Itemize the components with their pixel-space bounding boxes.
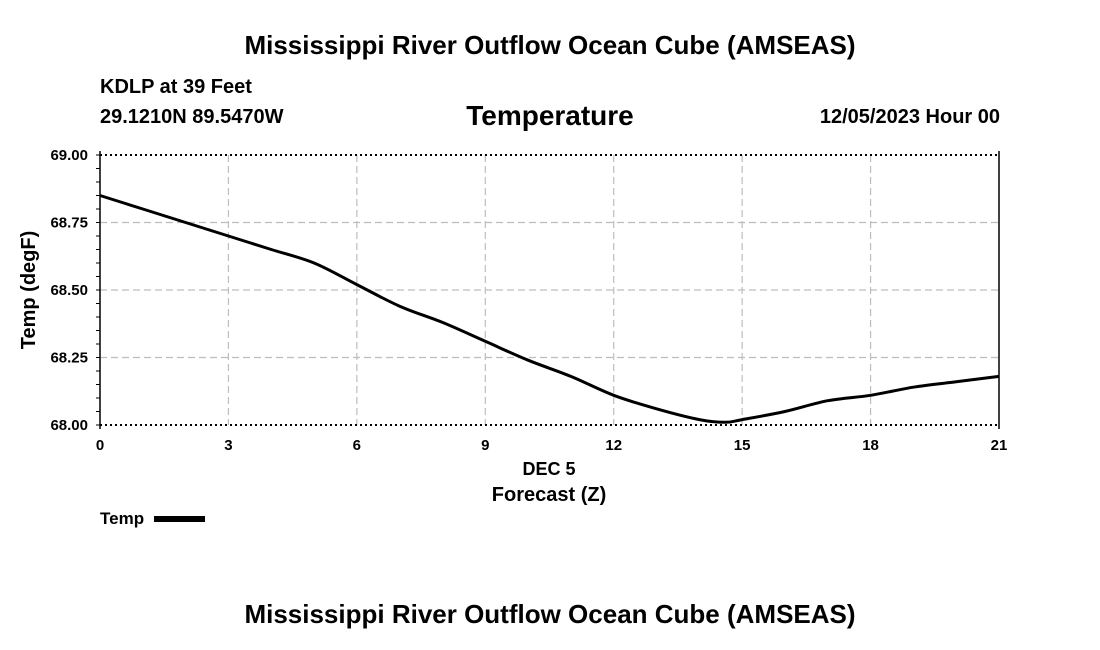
main-title: Mississippi River Outflow Ocean Cube (AM… (244, 30, 856, 60)
x-tick-label: 15 (734, 437, 751, 454)
y-tick-label: 68.50 (50, 282, 88, 299)
legend-label-temp: Temp (100, 509, 145, 528)
x-tick-label: 9 (481, 437, 489, 454)
series-line-temp (99, 194, 1000, 424)
legend: Temp (100, 509, 206, 529)
x-tick-label: 18 (862, 437, 879, 454)
x-tick-label: 6 (353, 437, 361, 454)
x-axis-sublabel: DEC 5 (522, 459, 575, 479)
x-tick-label: 3 (224, 437, 232, 454)
x-tick-label: 12 (605, 437, 622, 454)
y-axis-label: Temp (degF) (18, 231, 40, 350)
y-tick-label: 69.00 (50, 147, 88, 164)
station-label: KDLP at 39 Feet (100, 76, 252, 98)
datetime-label: 12/05/2023 Hour 00 (819, 106, 1000, 128)
chart-title: Temperature (466, 100, 634, 131)
y-tick-label: 68.75 (50, 215, 88, 232)
x-axis-label: Forecast (Z) (492, 484, 606, 506)
x-tick-label: 0 (96, 437, 104, 454)
x-tick-label: 21 (991, 437, 1008, 454)
y-tick-label: 68.00 (50, 417, 88, 434)
series-layer (99, 194, 1000, 424)
labels-layer: DEC 5 Forecast (Z) Temp (degF) 0 3 6 9 12 15 1… (18, 147, 1007, 506)
footer-title: Mississippi River Outflow Ocean Cube (AM… (244, 599, 856, 629)
grid-layer (100, 155, 999, 425)
coordinates-label: 29.1210N 89.5470W (100, 106, 284, 128)
axes-layer (96, 151, 1000, 429)
y-tick-label: 68.25 (50, 350, 88, 367)
legend-swatch-temp (154, 516, 206, 522)
